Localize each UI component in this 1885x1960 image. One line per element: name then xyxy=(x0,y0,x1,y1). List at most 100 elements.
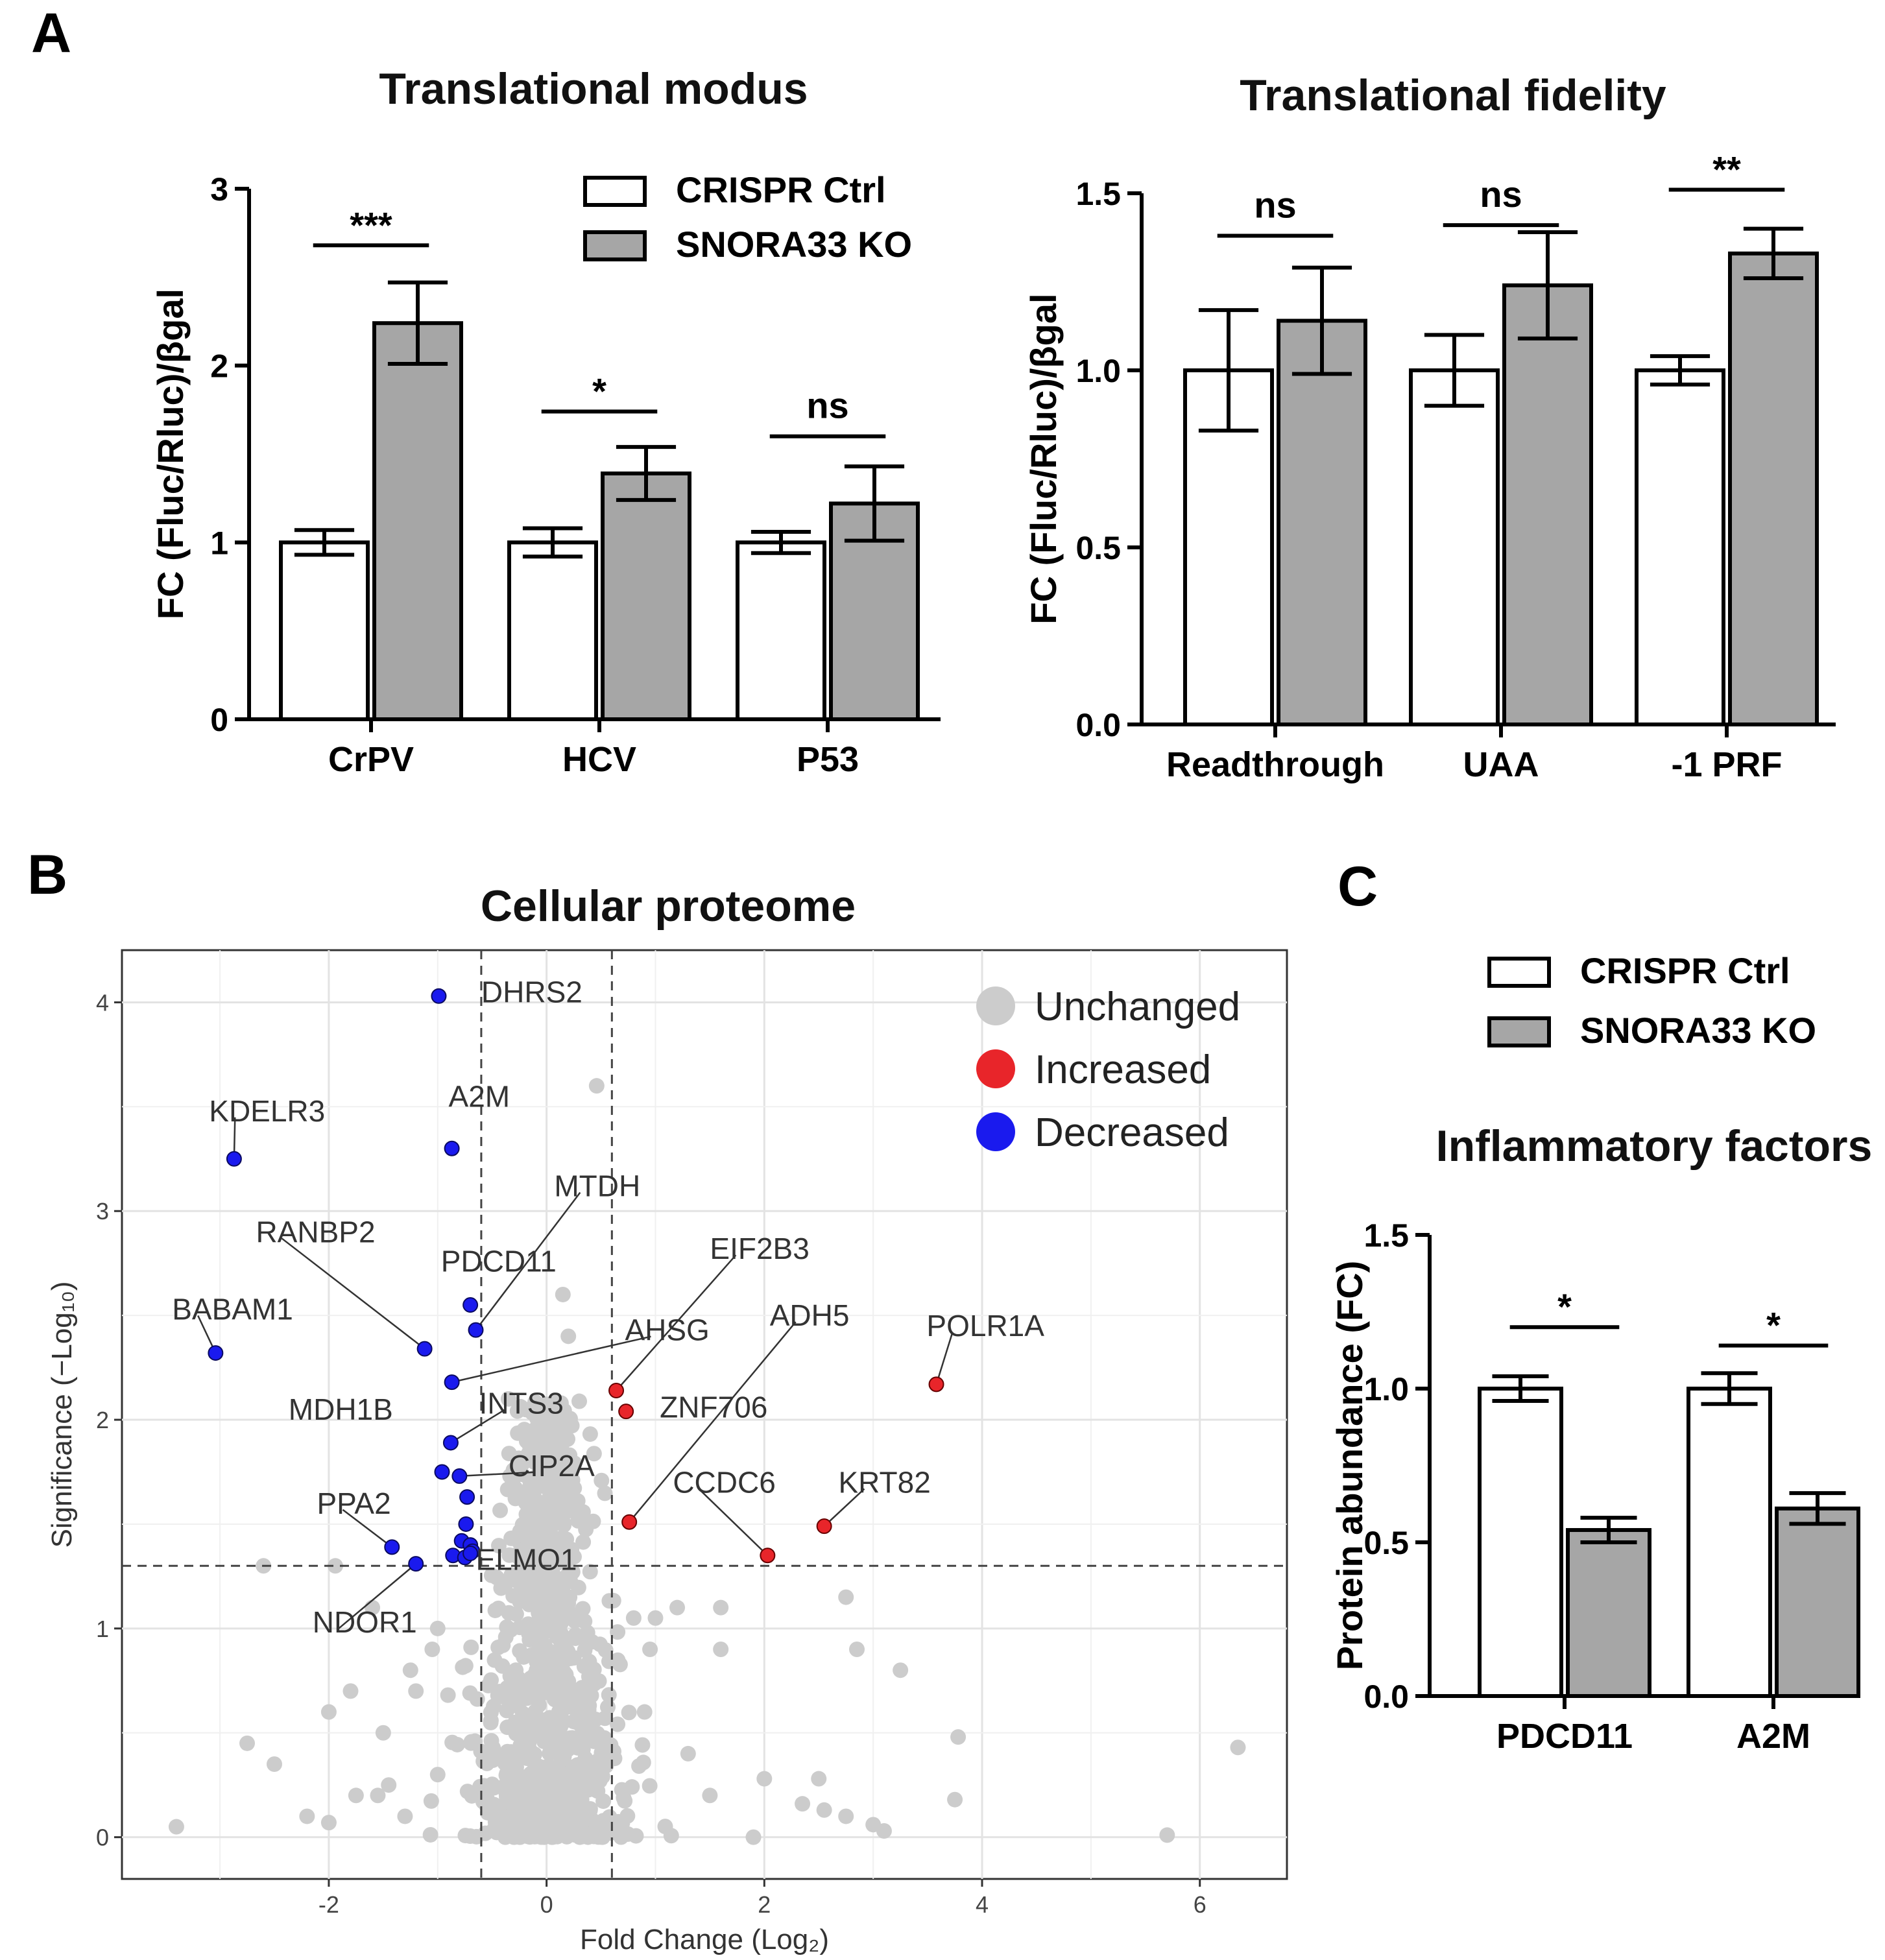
gene-label: BABAM1 xyxy=(172,1292,293,1326)
point-unchanged xyxy=(503,1567,520,1583)
y-tick-label: 1.5 xyxy=(1363,1217,1409,1254)
point-unchanged xyxy=(500,1391,516,1407)
gene-label: ELMO1 xyxy=(476,1543,577,1577)
leader-line xyxy=(337,1563,416,1630)
point-unchanged xyxy=(610,1624,626,1640)
point-unchanged xyxy=(429,1620,446,1636)
x-tick-label: 6 xyxy=(1194,1891,1207,1918)
point-unchanged xyxy=(498,1782,514,1798)
point-unchanged xyxy=(594,1472,610,1488)
point-unchanged xyxy=(320,1704,337,1720)
point-unchanged xyxy=(539,1568,555,1584)
point-unchanged xyxy=(588,1078,605,1094)
legend-a-ctrl-text: CRISPR Ctrl xyxy=(676,169,886,210)
legend-c-ctrl-swatch xyxy=(1487,957,1551,988)
point-unchanged xyxy=(530,1633,546,1649)
point-decreased xyxy=(226,1151,242,1167)
point-decreased xyxy=(468,1322,484,1338)
point-unchanged xyxy=(522,1471,538,1487)
point-unchanged xyxy=(585,1513,601,1529)
bar-ctrl xyxy=(1635,368,1725,726)
point-unchanged xyxy=(503,1819,520,1835)
bar-ko xyxy=(1566,1528,1651,1699)
gene-label: A2M xyxy=(449,1079,510,1113)
y-tick-label: 1 xyxy=(96,1616,109,1642)
gene-label: KRT82 xyxy=(838,1466,930,1500)
point-unchanged xyxy=(534,1729,550,1745)
point-unchanged xyxy=(327,1558,343,1574)
point-unchanged xyxy=(536,1660,552,1676)
point-unchanged xyxy=(540,1424,557,1440)
point-unchanged xyxy=(586,1781,602,1797)
point-unchanged xyxy=(558,1666,574,1682)
point-unchanged xyxy=(597,1710,613,1727)
point-unchanged xyxy=(680,1745,696,1762)
point-unchanged xyxy=(636,1704,653,1720)
point-unchanged xyxy=(582,1426,598,1442)
point-unchanged xyxy=(381,1777,397,1793)
point-unchanged xyxy=(515,1724,531,1740)
legend-label-decreased: Decreased xyxy=(1035,1110,1229,1155)
point-unchanged xyxy=(625,1610,642,1626)
point-unchanged xyxy=(575,1601,591,1617)
point-unchanged xyxy=(422,1826,438,1843)
gene-label: POLR1A xyxy=(926,1309,1044,1343)
x-category-label: P53 xyxy=(797,740,859,779)
point-unchanged xyxy=(811,1771,827,1787)
point-unchanged xyxy=(581,1653,597,1669)
point-unchanged xyxy=(521,1784,537,1800)
point-unchanged xyxy=(571,1800,587,1816)
point-unchanged xyxy=(560,1328,577,1345)
panel-label-b: B xyxy=(27,844,68,906)
bar-ko xyxy=(1502,283,1593,726)
point-decreased xyxy=(431,988,447,1004)
point-unchanged xyxy=(586,1446,602,1462)
x-tick-label: -2 xyxy=(318,1891,339,1918)
point-unchanged xyxy=(621,1704,637,1721)
point-unchanged xyxy=(498,1767,514,1784)
point-unchanged xyxy=(591,1673,607,1689)
leader-line xyxy=(616,1254,737,1391)
point-unchanged xyxy=(519,1750,535,1766)
significance-label: *** xyxy=(350,204,392,245)
chart-title-modus: Translational modus xyxy=(379,64,808,114)
panel-label-a: A xyxy=(31,2,72,64)
point-unchanged xyxy=(601,1593,618,1609)
point-unchanged xyxy=(531,1758,547,1775)
point-unchanged xyxy=(457,1828,474,1844)
point-increased xyxy=(608,1382,625,1398)
point-unchanged xyxy=(595,1813,612,1829)
bar-ko xyxy=(372,321,463,721)
legend-marker-unchanged xyxy=(976,986,1015,1025)
point-increased xyxy=(928,1376,944,1392)
significance-label: * xyxy=(592,371,606,412)
gene-label: PPA2 xyxy=(317,1487,390,1520)
point-unchanged xyxy=(424,1642,440,1658)
point-unchanged xyxy=(463,1734,479,1750)
point-increased xyxy=(760,1548,776,1564)
point-unchanged xyxy=(575,1534,592,1550)
legend-c-ctrl-text: CRISPR Ctrl xyxy=(1580,950,1790,991)
point-unchanged xyxy=(582,1800,598,1817)
point-decreased xyxy=(408,1556,424,1572)
point-unchanged xyxy=(947,1791,963,1808)
point-unchanged xyxy=(657,1819,673,1835)
point-unchanged xyxy=(551,1799,567,1815)
point-unchanged xyxy=(555,1515,571,1531)
legend-label-increased: Increased xyxy=(1035,1047,1211,1092)
gene-label: CCDC6 xyxy=(673,1466,775,1500)
point-unchanged xyxy=(564,1418,580,1434)
legend-c-ko-swatch xyxy=(1487,1016,1551,1047)
point-unchanged xyxy=(469,1691,485,1707)
point-unchanged xyxy=(610,1652,626,1668)
legend-marker-decreased xyxy=(976,1112,1015,1151)
y-tick-label: 0 xyxy=(96,1824,109,1851)
point-unchanged xyxy=(512,1398,529,1415)
point-unchanged xyxy=(503,1530,520,1546)
bar-ctrl xyxy=(507,540,598,721)
point-unchanged xyxy=(566,1480,582,1496)
point-unchanged xyxy=(559,1732,575,1748)
point-decreased xyxy=(208,1345,224,1361)
y-tick-label: 0.5 xyxy=(1363,1525,1409,1561)
x-tick-label: 0 xyxy=(540,1891,553,1918)
